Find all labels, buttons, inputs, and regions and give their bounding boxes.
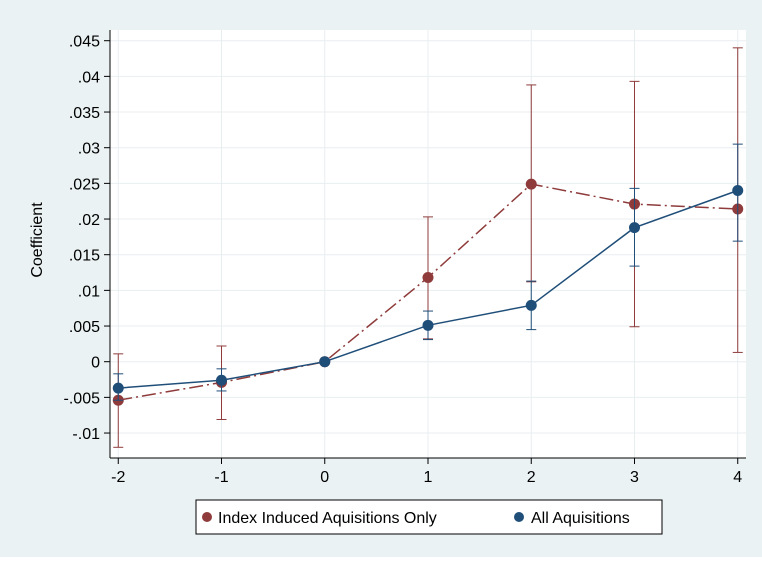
y-tick-label: .025 [69, 176, 100, 193]
point-all-aquisitions [525, 299, 537, 311]
y-tick-label: .005 [69, 319, 100, 336]
y-tick-label: -.01 [72, 426, 100, 443]
x-tick-label: -2 [111, 469, 125, 486]
x-tick-label: 1 [424, 469, 433, 486]
point-all-aquisitions [628, 222, 640, 234]
legend: Index Induced Aquisitions Only All Aquis… [195, 499, 663, 535]
y-tick-label: .02 [78, 212, 100, 229]
point-all-aquisitions [112, 382, 124, 394]
point-index-induced [525, 178, 537, 190]
y-tick-label: .04 [78, 69, 100, 86]
legend-label-index-induced: Index Induced Aquisitions Only [218, 510, 437, 527]
x-tick-label: 2 [527, 469, 536, 486]
y-tick-label: 0 [91, 355, 100, 372]
x-tick-label: 0 [320, 469, 329, 486]
tick-labels: .045 .04 .035 .03 .025 .02 .015 .01 .005 0 -.005 -.… [64, 34, 743, 486]
y-tick-label: .035 [69, 105, 100, 122]
y-tick-label: .015 [69, 248, 100, 265]
point-all-aquisitions [319, 356, 331, 368]
y-tick-label: -.005 [64, 390, 101, 407]
legend-marker-index-induced [202, 512, 212, 522]
legend-box [195, 499, 663, 535]
y-tick-label: .045 [69, 34, 100, 51]
x-tick-label: -1 [214, 469, 228, 486]
legend-marker-all-aquisitions [514, 512, 524, 522]
point-all-aquisitions [216, 374, 228, 386]
y-tick-label: .03 [78, 141, 100, 158]
point-all-aquisitions [422, 319, 434, 331]
axes [104, 30, 746, 464]
legend-label-all-aquisitions: All Aquisitions [531, 510, 630, 527]
point-all-aquisitions [732, 185, 744, 196]
series-layer [112, 47, 744, 448]
x-tick-label: 4 [733, 469, 742, 486]
series-all-aquisitions [112, 143, 744, 401]
point-index-induced [422, 272, 434, 284]
x-tick-label: 3 [630, 469, 639, 486]
y-tick-label: .01 [78, 283, 100, 300]
y-axis-label: Coefficient [29, 202, 46, 278]
